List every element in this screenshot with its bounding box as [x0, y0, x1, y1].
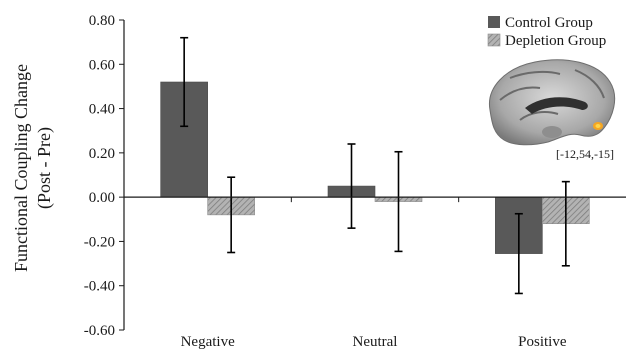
- y-tick-label: 0.00: [89, 190, 115, 206]
- y-tick-label: 0.40: [89, 102, 115, 118]
- y-tick-label: -0.60: [84, 323, 115, 339]
- y-axis-title-line1: Functional Coupling Change: [11, 64, 31, 272]
- brain-gyri: [499, 69, 605, 121]
- corpus-callosum: [525, 97, 588, 114]
- legend-swatch-control: [488, 16, 500, 28]
- y-tick-label: -0.40: [84, 279, 115, 295]
- category-label-negative: Negative: [181, 334, 235, 350]
- activation-spot-core: [595, 124, 601, 128]
- y-tick-label: -0.20: [84, 234, 115, 250]
- legend-label-depletion: Depletion Group: [505, 33, 606, 49]
- y-tick-label: 0.80: [89, 13, 115, 29]
- error-bars-group: [180, 36, 570, 295]
- y-axis-title-line2: (Post - Pre): [34, 127, 55, 209]
- y-tick-label: 0.60: [89, 57, 115, 73]
- legend: Control Group Depletion Group: [487, 15, 606, 49]
- brain-stem: [542, 126, 562, 138]
- y-tick-label: 0.20: [89, 146, 115, 162]
- category-labels: Negative Neutral Positive: [181, 334, 567, 350]
- category-label-neutral: Neutral: [353, 334, 398, 350]
- inset-coordinate-label: [-12,54,-15]: [556, 147, 614, 161]
- legend-label-control: Control Group: [505, 15, 593, 31]
- axes-group: [123, 20, 626, 330]
- legend-swatch-depletion: [487, 33, 501, 47]
- category-label-positive: Positive: [518, 334, 567, 350]
- brain-inset-image: [-12,54,-15]: [489, 59, 616, 161]
- y-axis-ticks: -0.60 -0.40 -0.20 0.00 0.20 0.40 0.60 0.80: [84, 13, 124, 339]
